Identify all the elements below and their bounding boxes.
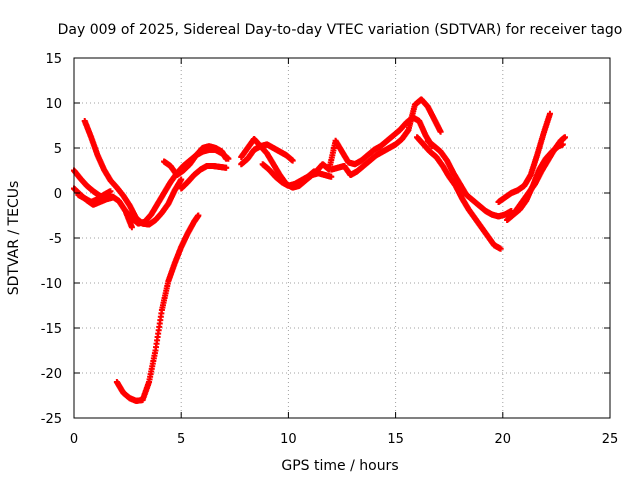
data-point-marker [178, 176, 185, 183]
data-point-marker [223, 164, 230, 171]
data-point-marker [223, 155, 230, 162]
data-layer [71, 96, 568, 404]
data-point-marker [328, 173, 335, 180]
series-track-e [113, 212, 202, 404]
y-tick-label: -25 [41, 412, 62, 427]
chart-title: Day 009 of 2025, Sidereal Day-to-day VTE… [58, 22, 623, 38]
series-track-j [238, 141, 296, 168]
y-tick-label: 0 [54, 187, 62, 202]
data-point-marker [109, 194, 116, 201]
x-tick-label: 10 [280, 432, 297, 447]
series-track-o [424, 137, 515, 220]
series-track-h [178, 163, 230, 192]
tick-layer: 0 5 10 15 20 25 15 10 5 0 -5 -10 -15 -20 -25 [41, 52, 619, 447]
series-track-g [161, 143, 230, 178]
x-tick-label: 0 [70, 432, 78, 447]
data-point-marker [128, 224, 135, 231]
data-point-marker [497, 245, 504, 252]
x-tick-label: 20 [495, 432, 512, 447]
data-point-marker [561, 134, 568, 141]
data-point-marker [289, 157, 296, 164]
y-tick-label: 15 [45, 52, 62, 67]
x-tick-label: 5 [177, 432, 185, 447]
series-track-l [306, 114, 436, 180]
y-tick-label: 10 [45, 97, 62, 112]
y-tick-label: -15 [41, 322, 62, 337]
data-point-marker [195, 212, 202, 219]
x-tick-label: 25 [602, 432, 619, 447]
series-track-p [495, 110, 553, 205]
series-track-m [328, 96, 444, 178]
x-tick-label: 15 [387, 432, 404, 447]
y-tick-label: 5 [54, 142, 62, 157]
x-axis-label: GPS time / hours [281, 458, 398, 474]
y-tick-label: -5 [49, 232, 62, 247]
data-point-marker [546, 110, 553, 117]
series-track-d [81, 118, 185, 228]
y-tick-label: -10 [41, 277, 62, 292]
y-tick-label: -20 [41, 367, 62, 382]
y-axis-label: SDTVAR / TECUs [6, 181, 22, 296]
data-point-marker [107, 188, 114, 195]
series-track-r [512, 134, 568, 214]
series-track-c [75, 188, 114, 205]
series-track-n [414, 134, 504, 252]
data-point-marker [437, 128, 444, 135]
